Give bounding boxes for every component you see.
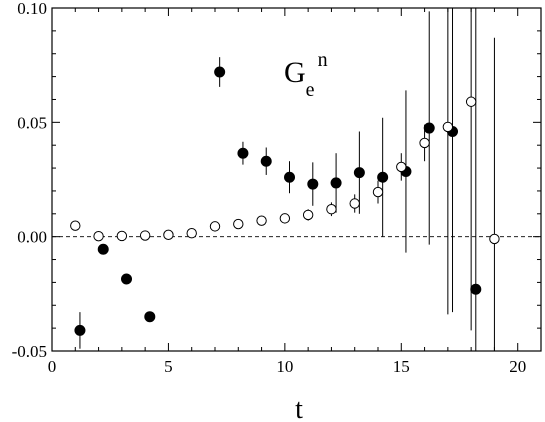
annotation-sup: n — [318, 49, 328, 71]
open-data-point — [233, 218, 244, 230]
open-data-point — [302, 209, 314, 221]
filled-data-point — [97, 243, 109, 255]
filled-data-point — [237, 147, 249, 159]
open-data-point — [139, 230, 151, 241]
x-tick-label: 0 — [48, 357, 57, 376]
filled-data-point — [423, 122, 435, 134]
annotation-main: G — [284, 56, 306, 89]
filled-data-point — [74, 324, 86, 336]
filled-data-point — [330, 177, 342, 189]
open-data-point — [279, 213, 291, 224]
filled-data-point — [121, 273, 133, 285]
annotation: Gen — [284, 49, 328, 101]
open-data-point — [116, 230, 128, 242]
series-filled-circles — [74, 8, 482, 351]
open-data-point — [186, 228, 197, 239]
y-tick-label: 0.05 — [17, 113, 47, 132]
x-tick-label: 15 — [393, 357, 410, 376]
filled-data-point — [144, 311, 156, 323]
open-data-point — [93, 231, 104, 242]
filled-data-point — [353, 167, 365, 179]
x-tick-label: 5 — [164, 357, 173, 376]
plot-frame — [51, 7, 542, 352]
open-data-point — [442, 121, 454, 133]
open-data-point — [256, 215, 267, 226]
open-data-point — [70, 220, 81, 231]
filled-data-point — [214, 66, 226, 78]
open-data-point — [163, 229, 174, 241]
y-tick-label: -0.05 — [12, 342, 47, 361]
open-data-point — [489, 233, 500, 245]
filled-data-point — [260, 155, 272, 167]
open-data-point — [465, 96, 477, 107]
x-axis-label: t — [295, 394, 303, 422]
y-tick-label: 0.00 — [17, 228, 47, 247]
series-open-circles — [70, 8, 500, 351]
open-data-point — [326, 204, 337, 215]
open-data-point — [372, 186, 384, 198]
x-tick-label: 10 — [276, 357, 293, 376]
open-data-point — [419, 137, 430, 149]
x-tick-label: 20 — [509, 357, 526, 376]
filled-data-point — [307, 178, 319, 190]
annotation-sub: e — [306, 79, 315, 101]
open-data-point — [209, 221, 221, 232]
filled-data-point — [377, 171, 389, 183]
filled-data-point — [470, 283, 482, 295]
open-data-point — [396, 161, 407, 173]
filled-data-point — [284, 171, 296, 183]
y-tick-label: 0.10 — [17, 0, 47, 18]
open-data-point — [349, 198, 360, 209]
